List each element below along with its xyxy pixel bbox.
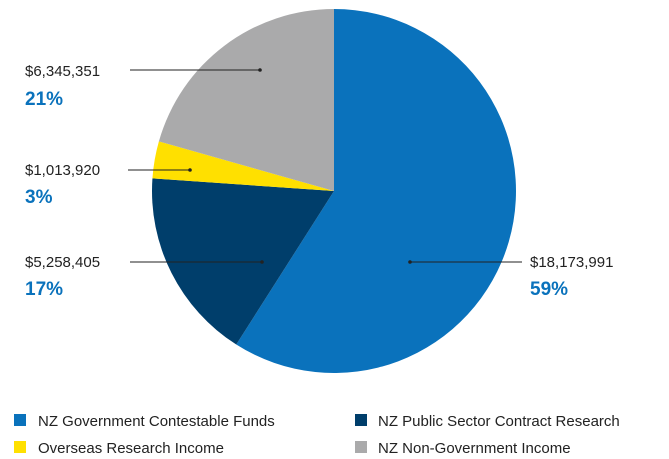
slice-percent-label-government-contestable: 59% [530, 279, 568, 300]
slice-labels: $18,173,991 59% $5,258,405 17% $1,013,92… [25, 63, 613, 300]
leader-lines [128, 68, 522, 264]
legend-label-public-sector: NZ Public Sector Contract Research [378, 413, 620, 430]
leader-dot-overseas [188, 168, 192, 172]
legend-label-government-contestable: NZ Government Contestable Funds [38, 413, 275, 430]
legend-swatch-non-government [355, 441, 367, 453]
legend: NZ Government Contestable Funds NZ Publi… [14, 413, 620, 457]
slice-percent-label-public-sector: 17% [25, 279, 63, 300]
leader-dot-government-contestable [408, 260, 412, 264]
pie-slice-public-sector [151, 178, 334, 345]
pie-slice-overseas [152, 141, 334, 191]
slice-percent-label-overseas: 3% [25, 187, 53, 208]
slice-percent-label-non-government: 21% [25, 89, 63, 110]
legend-swatch-public-sector [355, 414, 367, 426]
pie-slice-government-contestable [236, 9, 516, 373]
slice-amount-label-non-government: $6,345,351 [25, 63, 100, 80]
pie-slices [151, 9, 516, 373]
leader-dot-non-government [258, 68, 262, 72]
slice-amount-label-overseas: $1,013,920 [25, 162, 100, 179]
legend-swatch-government-contestable [14, 414, 26, 426]
slice-amount-label-public-sector: $5,258,405 [25, 254, 100, 271]
legend-label-non-government: NZ Non-Government Income [378, 440, 571, 457]
slice-amount-label-government-contestable: $18,173,991 [530, 254, 613, 271]
leader-dot-public-sector [260, 260, 264, 264]
legend-swatch-overseas [14, 441, 26, 453]
legend-label-overseas: Overseas Research Income [38, 440, 224, 457]
pie-slice-non-government [158, 9, 334, 191]
